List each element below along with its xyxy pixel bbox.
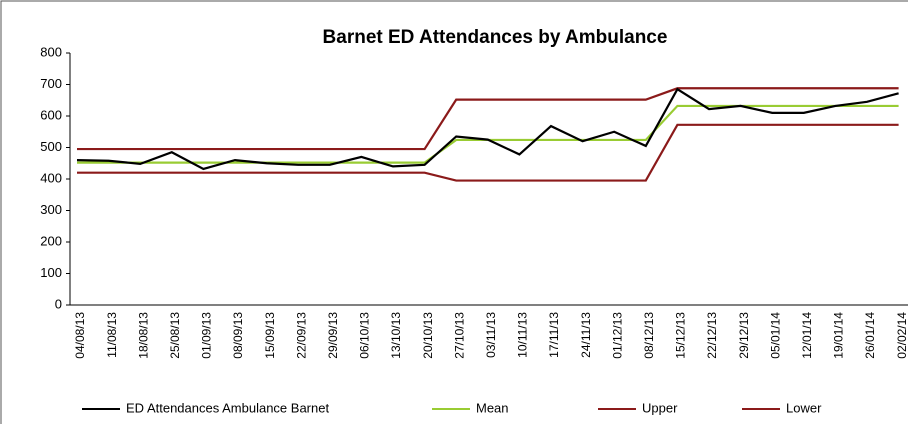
x-tick-label: 08/09/13 <box>231 312 245 359</box>
chart-title: Barnet ED Attendances by Ambulance <box>323 27 668 48</box>
series-line <box>77 87 899 151</box>
x-tick-label: 06/10/13 <box>358 312 372 359</box>
x-tick-label: 15/09/13 <box>263 312 277 359</box>
y-tick-label: 500 <box>40 139 62 154</box>
x-tick-label: 22/12/13 <box>705 312 719 359</box>
y-tick-label: 200 <box>40 233 62 248</box>
legend-label: Mean <box>476 400 509 415</box>
y-tick-label: 0 <box>55 296 62 311</box>
x-tick-label: 11/08/13 <box>105 312 119 358</box>
x-tick-label: 05/01/14 <box>768 312 782 359</box>
x-tick-label: 27/10/13 <box>452 312 466 359</box>
x-tick-label: 02/02/14 <box>895 312 908 359</box>
x-tick-label: 25/08/13 <box>168 312 182 359</box>
x-tick-label: 10/11/13 <box>516 312 530 358</box>
x-tick-label: 20/10/13 <box>421 312 435 359</box>
series-line <box>77 104 899 164</box>
y-tick-label: 300 <box>40 202 62 217</box>
x-tick-label: 24/11/13 <box>579 312 593 358</box>
x-tick-label: 01/09/13 <box>200 312 214 359</box>
y-tick-label: 700 <box>40 76 62 91</box>
x-tick-label: 17/11/13 <box>547 312 561 358</box>
series-line <box>77 123 899 182</box>
x-tick-label: 15/12/13 <box>674 312 688 359</box>
x-tick-label: 22/09/13 <box>294 312 308 359</box>
series-line <box>76 87 899 171</box>
legend-label: Upper <box>642 400 678 415</box>
y-tick-label: 100 <box>40 265 62 280</box>
x-tick-label: 04/08/13 <box>73 312 87 359</box>
x-tick-label: 13/10/13 <box>389 312 403 359</box>
x-tick-label: 18/08/13 <box>136 312 150 359</box>
x-tick-label: 26/01/14 <box>863 312 877 359</box>
y-tick-label: 800 <box>40 44 62 59</box>
y-tick-label: 400 <box>40 170 62 185</box>
x-tick-label: 29/12/13 <box>737 312 751 359</box>
x-tick-label: 12/01/14 <box>800 312 814 359</box>
y-tick-label: 600 <box>40 107 62 122</box>
x-tick-label: 03/11/13 <box>484 312 498 358</box>
x-tick-label: 19/01/14 <box>832 312 846 359</box>
x-tick-label: 29/09/13 <box>326 312 340 359</box>
legend-label: Lower <box>786 400 822 415</box>
x-tick-label: 01/12/13 <box>610 312 624 359</box>
x-tick-label: 08/12/13 <box>642 312 656 359</box>
legend-label: ED Attendances Ambulance Barnet <box>126 400 329 415</box>
